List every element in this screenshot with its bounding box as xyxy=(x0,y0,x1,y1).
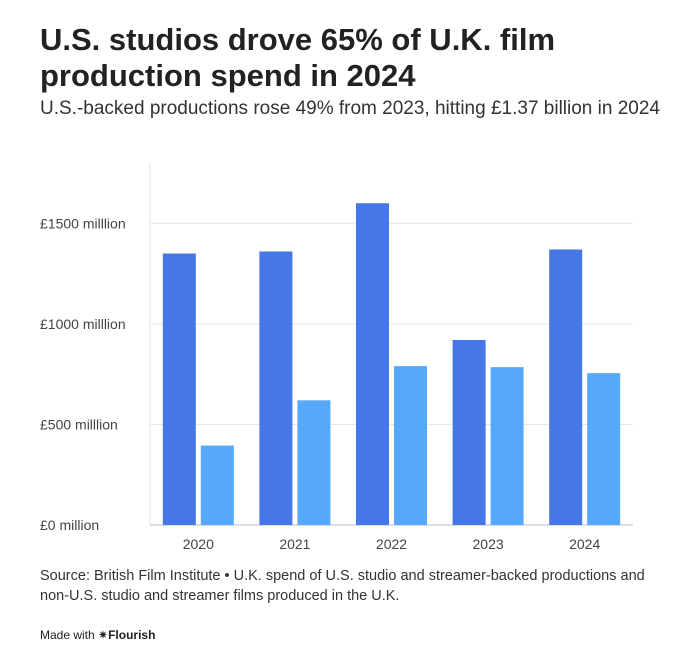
bar xyxy=(490,367,524,525)
made-with-label: Made with xyxy=(40,628,95,642)
chart-title: U.S. studios drove 65% of U.K. film prod… xyxy=(40,22,556,93)
chart-subtitle: U.S.-backed productions rose 49% from 20… xyxy=(40,98,660,119)
y-tick-label: £500 milllion xyxy=(40,416,118,432)
x-tick-label: 2024 xyxy=(569,536,600,552)
y-tick-label: £1500 milllion xyxy=(40,215,126,231)
bar xyxy=(549,249,583,525)
bar xyxy=(200,445,234,525)
bar xyxy=(356,203,389,525)
bar-chart: £0 million £500 milllion £1000 milllion £15… xyxy=(40,163,633,552)
bar xyxy=(452,339,486,525)
bar xyxy=(297,400,331,525)
made-with-flourish[interactable]: Made with ✷Flourish xyxy=(40,628,155,642)
x-tick-label: 2020 xyxy=(183,536,214,552)
y-tick-label: £0 million xyxy=(40,517,99,533)
y-tick-label: £1000 milllion xyxy=(40,316,126,332)
x-tick-label: 2021 xyxy=(279,536,310,552)
bar xyxy=(162,253,196,525)
source-note: Source: British Film Institute • U.K. sp… xyxy=(40,568,645,604)
bar xyxy=(394,366,427,525)
x-tick-label: 2023 xyxy=(473,536,504,552)
bar xyxy=(259,251,293,525)
flourish-logo: ✷Flourish xyxy=(98,628,156,642)
x-tick-label: 2022 xyxy=(376,536,407,552)
bar xyxy=(587,373,621,525)
